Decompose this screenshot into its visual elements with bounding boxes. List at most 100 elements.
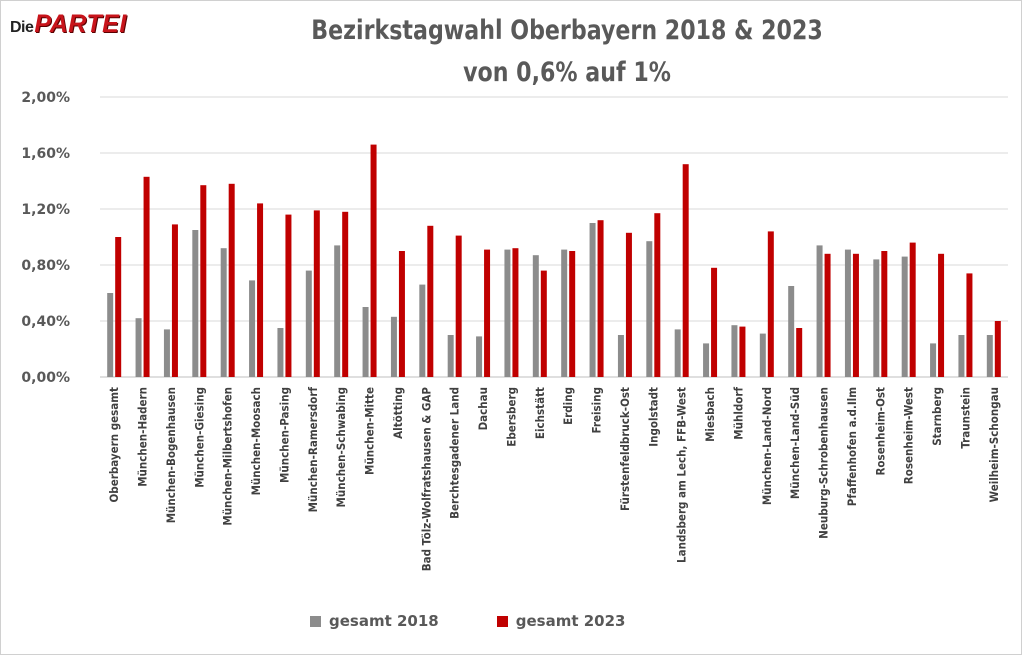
y-tick-label: 0,80% (21, 258, 70, 274)
bar-gesamt-2018 (759, 333, 766, 377)
bar-gesamt-2023 (512, 248, 519, 377)
bar-gesamt-2018 (901, 256, 908, 377)
bar-gesamt-2018 (873, 259, 880, 377)
bar-gesamt-2023 (682, 164, 689, 377)
x-tick-label: Ingolstadt (646, 387, 660, 447)
bar-gesamt-2018 (220, 248, 227, 377)
bar-gesamt-2023 (597, 220, 604, 377)
bar-gesamt-2023 (228, 183, 235, 377)
bar-gesamt-2018 (958, 335, 965, 377)
y-tick-label: 0,40% (21, 314, 70, 330)
bar-gesamt-2018 (674, 329, 681, 377)
chart-title-line1: Bezirkstagwahl Oberbayern 2018 & 2023 (311, 15, 823, 46)
x-tick-label: München-Pasing (277, 387, 291, 483)
bar-gesamt-2018 (703, 343, 710, 377)
x-tick-label: Bad Tölz-Wolfratshausen & GAP (419, 387, 433, 572)
bar-gesamt-2018 (305, 270, 312, 377)
bar-gesamt-2018 (617, 335, 624, 377)
x-tick-label: Rosenheim-Ost (873, 387, 887, 476)
bar-gesamt-2023 (711, 267, 718, 377)
bar-gesamt-2023 (257, 203, 264, 377)
legend-swatch-2018 (310, 615, 321, 627)
bar-gesamt-2023 (739, 326, 746, 377)
bar-gesamt-2023 (171, 224, 178, 377)
bar-gesamt-2023 (824, 253, 831, 377)
x-tick-label: Altötting (391, 387, 405, 439)
bar-gesamt-2018 (277, 328, 284, 377)
x-tick-label: Traunstein (958, 387, 972, 449)
x-tick-label: München-Land-Nord (760, 387, 774, 505)
bar-gesamt-2018 (589, 223, 596, 377)
bar-gesamt-2018 (390, 316, 397, 377)
bar-gesamt-2018 (249, 280, 256, 377)
x-tick-label: Berchtesgadener Land (448, 387, 462, 519)
bar-gesamt-2023 (569, 251, 576, 377)
bar-gesamt-2023 (966, 273, 973, 377)
bar-gesamt-2023 (796, 328, 803, 377)
bar-gesamt-2023 (654, 213, 661, 377)
x-tick-label: Pfaffenhofen a.d.Ilm (845, 387, 859, 506)
y-tick-label: 2,00% (21, 90, 70, 106)
bar-gesamt-2023 (455, 235, 462, 377)
bar-gesamt-2023 (313, 210, 320, 377)
legend-label-2018: gesamt 2018 (329, 612, 439, 630)
logo-die-text: Die (10, 19, 34, 36)
bar-gesamt-2018 (107, 293, 114, 377)
x-tick-label: Eichstätt (533, 387, 547, 439)
x-tick-label: Miesbach (703, 387, 717, 442)
bar-gesamt-2023 (370, 144, 377, 377)
logo-partei-text: PARTEI (34, 10, 127, 38)
x-tick-label: Ebersberg (504, 387, 518, 447)
x-tick-label: München-Schwabing (334, 387, 348, 507)
x-tick-label: Mühldorf (731, 387, 745, 440)
bar-gesamt-2023 (909, 242, 916, 377)
x-tick-label: Freising (590, 387, 604, 433)
bar-gesamt-2023 (143, 176, 150, 377)
bar-gesamt-2023 (398, 251, 405, 377)
x-tick-label: Dachau (476, 387, 490, 430)
legend-item-2018: gesamt 2018 (310, 612, 439, 630)
bar-gesamt-2018 (334, 245, 341, 377)
bar-gesamt-2018 (419, 284, 426, 377)
x-tick-label: München-Mitte (363, 387, 377, 475)
bar-gesamt-2023 (625, 232, 632, 377)
bar-gesamt-2018 (135, 318, 142, 377)
bar-gesamt-2018 (788, 286, 795, 377)
chart-title: Bezirkstagwahl Oberbayern 2018 & 2023 vo… (225, 10, 909, 94)
x-tick-label: Erding (561, 387, 575, 425)
bar-gesamt-2018 (504, 249, 511, 377)
legend-item-2023: gesamt 2023 (496, 612, 626, 630)
bar-gesamt-2018 (476, 336, 483, 377)
x-tick-label: Neuburg-Schrobenhausen (817, 387, 831, 539)
x-tick-label: Oberbayern gesamt (107, 387, 121, 503)
chart-legend: gesamt 2018 gesamt 2023 (310, 612, 625, 630)
bar-gesamt-2023 (427, 225, 434, 377)
x-tick-label: München-Milbertshofen (221, 387, 235, 526)
bar-gesamt-2018 (646, 241, 653, 377)
bar-gesamt-2018 (362, 307, 369, 377)
bar-gesamt-2018 (731, 325, 738, 377)
bar-gesamt-2023 (484, 249, 491, 377)
bar-gesamt-2018 (192, 230, 199, 377)
x-tick-label: München-Moosach (249, 387, 263, 495)
bar-gesamt-2018 (163, 329, 170, 377)
y-tick-label: 0,00% (21, 370, 70, 386)
y-tick-label: 1,20% (21, 202, 70, 218)
x-tick-label: Rosenheim-West (902, 387, 916, 484)
bar-gesamt-2018 (447, 335, 454, 377)
bar-gesamt-2023 (994, 321, 1001, 377)
x-tick-label: Landsberg am Lech, FFB-West (675, 387, 689, 563)
x-tick-label: München-Giesing (192, 387, 206, 488)
bar-gesamt-2023 (881, 251, 888, 377)
x-tick-label: Starnberg (930, 387, 944, 446)
legend-label-2023: gesamt 2023 (515, 612, 626, 630)
bar-gesamt-2023 (938, 253, 945, 377)
bar-gesamt-2018 (844, 249, 851, 377)
bar-gesamt-2023 (285, 214, 292, 377)
x-tick-label: München-Hadern (136, 387, 150, 487)
bar-gesamt-2018 (561, 249, 568, 377)
x-tick-label: Weilheim-Schongau (987, 387, 1001, 502)
bar-gesamt-2023 (767, 231, 774, 377)
